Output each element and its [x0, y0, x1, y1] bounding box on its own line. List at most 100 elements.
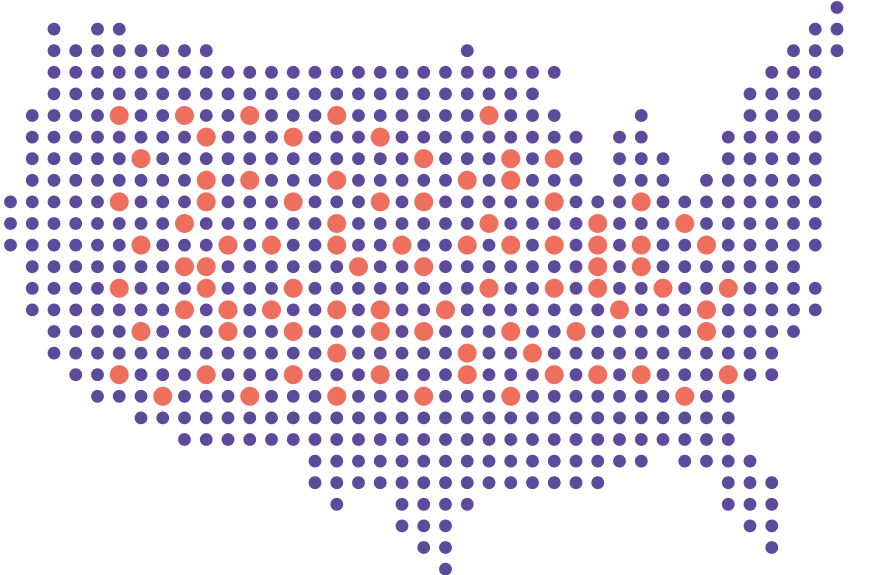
map-dot — [504, 217, 518, 230]
map-dot — [569, 217, 583, 230]
map-dot — [178, 411, 191, 425]
map-dot — [547, 389, 561, 403]
map-dot — [656, 238, 670, 252]
map-dot — [743, 130, 757, 144]
map-dot — [526, 260, 539, 274]
highlight-dot — [283, 322, 303, 341]
map-dot — [373, 109, 387, 122]
highlight-dot — [109, 365, 129, 385]
map-dot — [460, 109, 474, 122]
highlight-dot — [457, 365, 477, 385]
map-dot — [330, 195, 344, 209]
map-dot — [765, 238, 779, 252]
map-dot — [460, 65, 474, 79]
map-dot — [787, 109, 800, 122]
highlight-dot — [414, 192, 434, 212]
map-dot — [178, 389, 191, 403]
map-dot — [504, 65, 518, 79]
map-dot — [91, 130, 104, 144]
map-dot — [634, 217, 648, 230]
map-dot — [439, 173, 452, 187]
map-dot — [417, 411, 431, 425]
map-dot — [221, 217, 235, 230]
map-dot — [395, 497, 409, 511]
map-dot — [47, 238, 61, 252]
map-dot — [569, 173, 583, 187]
map-dot — [308, 195, 322, 209]
map-dot — [656, 368, 670, 382]
map-dot — [330, 281, 344, 295]
highlight-dot — [240, 386, 260, 406]
map-dot — [634, 303, 648, 317]
map-dot — [156, 368, 170, 382]
map-dot — [134, 195, 148, 209]
map-dot — [286, 238, 300, 252]
map-dot — [700, 389, 713, 403]
map-dot — [286, 109, 300, 122]
highlight-dot — [349, 257, 368, 277]
map-dot — [678, 433, 692, 446]
map-dot — [700, 260, 713, 274]
highlight-dot — [588, 235, 608, 255]
map-dot — [243, 303, 257, 317]
highlight-dot — [718, 365, 738, 385]
map-dot — [69, 368, 83, 382]
map-dot — [526, 325, 539, 338]
map-dot — [4, 217, 17, 230]
map-dot — [417, 346, 431, 360]
map-dot — [439, 281, 452, 295]
map-dot — [308, 389, 322, 403]
map-dot — [765, 65, 779, 79]
map-dot — [721, 152, 735, 166]
map-dot — [526, 152, 539, 166]
map-dot — [634, 173, 648, 187]
map-dot — [265, 109, 278, 122]
map-dot — [178, 87, 191, 101]
map-dot — [308, 325, 322, 338]
highlight-dot — [414, 322, 434, 341]
map-dot — [286, 217, 300, 230]
map-dot — [743, 476, 757, 490]
map-dot — [808, 130, 822, 144]
map-dot — [25, 303, 39, 317]
map-dot — [69, 195, 83, 209]
map-dot — [743, 303, 757, 317]
map-dot — [678, 281, 692, 295]
map-dots — [4, 1, 844, 575]
map-dot — [765, 541, 779, 554]
map-dot — [243, 433, 257, 446]
map-dot — [547, 109, 561, 122]
map-dot — [47, 22, 61, 36]
map-dot — [178, 325, 191, 338]
map-dot — [156, 303, 170, 317]
map-dot — [482, 130, 496, 144]
map-dot — [221, 368, 235, 382]
map-dot — [482, 454, 496, 468]
map-dot — [395, 65, 409, 79]
map-dot — [439, 541, 452, 554]
map-dot — [591, 389, 605, 403]
map-dot — [69, 65, 83, 79]
map-dot — [547, 173, 561, 187]
map-dot — [439, 519, 452, 533]
map-dot — [308, 87, 322, 101]
highlight-dot — [457, 170, 477, 190]
highlight-dot — [131, 235, 151, 255]
map-dot — [286, 433, 300, 446]
highlight-dot — [675, 214, 695, 233]
map-dot — [765, 87, 779, 101]
map-dot — [504, 368, 518, 382]
map-dot — [613, 152, 626, 166]
map-dot — [91, 346, 104, 360]
map-dot — [504, 195, 518, 209]
map-dot — [330, 497, 344, 511]
map-dot — [547, 411, 561, 425]
map-dot — [308, 238, 322, 252]
map-dot — [678, 260, 692, 274]
map-dot — [25, 173, 39, 187]
map-dot — [765, 152, 779, 166]
map-dot — [460, 87, 474, 101]
highlight-dot — [544, 192, 564, 212]
highlight-dot — [631, 235, 651, 255]
map-dot — [178, 281, 191, 295]
